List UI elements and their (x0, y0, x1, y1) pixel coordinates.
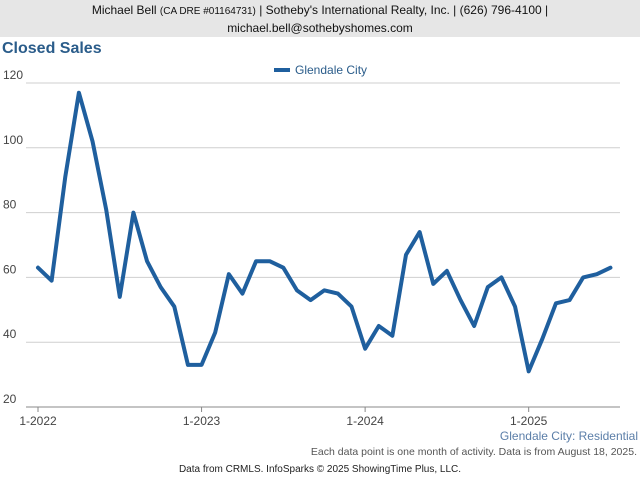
chart-subtitle: Glendale City: Residential (499, 429, 638, 443)
x-tick-label: 1-2023 (183, 414, 221, 428)
y-tick-label: 40 (3, 327, 17, 341)
y-tick-label: 100 (3, 133, 23, 147)
agent-name: Michael Bell (91, 3, 157, 17)
y-tick-label: 80 (3, 198, 17, 212)
chart-title: Closed Sales (2, 40, 102, 57)
agent-company-phone: | Sotheby's International Realty, Inc. |… (259, 3, 549, 17)
header-line-1: Michael Bell (CA DRE #01164731) | Sotheb… (0, 2, 640, 20)
agent-license: (CA DRE #01164731) (159, 6, 256, 17)
x-tick-label: 1-2024 (346, 414, 384, 428)
legend: Glendale City (274, 63, 367, 77)
series-line (36, 90, 613, 374)
y-tick-label: 120 (3, 68, 23, 82)
data-note: Each data point is one month of activity… (310, 446, 637, 458)
x-tick-label: 1-2022 (19, 414, 57, 428)
legend-label: Glendale City (295, 63, 367, 77)
agent-header: Michael Bell (CA DRE #01164731) | Sotheb… (0, 0, 640, 37)
x-tick-label: 1-2025 (510, 414, 548, 428)
y-tick-label: 60 (3, 262, 17, 276)
axes: 20 40 60 80 100 120 1-2022 1-2023 1-2024 1-2025 (3, 68, 620, 428)
series-layer (36, 90, 613, 374)
agent-email[interactable]: michael.bell@sothebyshomes.com (227, 21, 413, 35)
data-source: Data from CRMLS. InfoSparks © 2025 Showi… (178, 464, 462, 475)
y-tick-label: 20 (3, 392, 17, 406)
grid (26, 82, 620, 408)
